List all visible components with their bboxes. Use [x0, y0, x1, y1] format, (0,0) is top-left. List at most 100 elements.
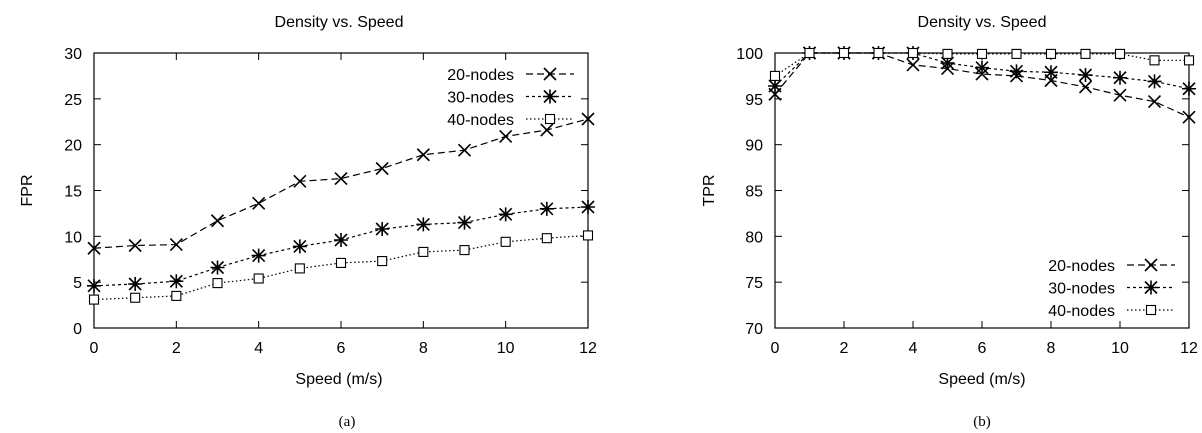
y-tick-label: 95	[745, 92, 763, 109]
x-axis-label: Speed (m/s)	[938, 371, 1025, 388]
series-30-nodes	[87, 200, 595, 293]
data-point	[1182, 81, 1196, 96]
y-tick-label: 20	[64, 138, 82, 155]
data-point	[1147, 95, 1162, 109]
data-point	[907, 47, 919, 59]
legend-label: 30-nodes	[447, 90, 514, 107]
data-point	[1114, 48, 1126, 59]
y-tick-label: 75	[745, 275, 763, 292]
y-tick-label: 10	[64, 229, 82, 246]
legend-label: 30-nodes	[1048, 281, 1115, 298]
x-tick-label: 12	[1180, 340, 1198, 357]
y-tick-label: 80	[745, 229, 763, 246]
legend-marker	[1145, 304, 1157, 316]
data-point	[1149, 55, 1160, 66]
data-point	[130, 292, 141, 303]
data-point	[334, 233, 348, 247]
figure-caption: (a)	[339, 414, 356, 430]
data-point	[1045, 48, 1057, 59]
data-point	[906, 58, 920, 72]
data-point	[335, 257, 347, 268]
data-point	[500, 236, 511, 247]
data-point	[1147, 74, 1162, 89]
data-point	[1044, 65, 1058, 80]
data-point	[1113, 88, 1127, 102]
y-tick-label: 15	[64, 184, 82, 201]
data-point	[128, 238, 142, 253]
chart-a	[87, 52, 595, 329]
data-point	[581, 112, 595, 126]
data-point	[838, 47, 850, 59]
legend-label: 20-nodes	[1048, 258, 1115, 275]
data-point	[210, 260, 225, 275]
legend-marker	[1144, 258, 1158, 272]
data-point	[498, 207, 513, 222]
series-40-nodes	[88, 230, 594, 305]
data-point	[976, 48, 988, 59]
legend	[526, 67, 574, 125]
data-point	[253, 273, 264, 284]
data-point	[1011, 48, 1022, 59]
data-point	[582, 230, 594, 241]
data-point	[87, 241, 101, 255]
data-point	[377, 256, 388, 267]
data-point	[1183, 55, 1195, 66]
x-tick-label: 6	[337, 340, 346, 357]
y-axis-label: FPR	[19, 175, 36, 207]
plot-frame	[774, 52, 1190, 329]
chart-title: Density vs. Speed	[275, 14, 404, 31]
data-point	[768, 79, 782, 93]
data-point	[334, 172, 348, 186]
data-point	[294, 263, 305, 274]
data-point	[975, 60, 989, 75]
data-point	[1078, 68, 1093, 82]
data-point	[1113, 70, 1127, 85]
data-point	[769, 70, 781, 81]
series-40-nodes	[769, 47, 1195, 81]
data-point	[416, 217, 431, 232]
data-point	[499, 129, 513, 143]
x-tick-label: 10	[497, 340, 515, 357]
data-point	[1080, 48, 1091, 59]
y-tick-label: 85	[745, 184, 763, 201]
chart-b	[768, 46, 1196, 329]
data-point	[581, 200, 595, 214]
data-point	[171, 290, 182, 301]
data-point	[459, 245, 470, 256]
legend-label: 40-nodes	[447, 112, 514, 129]
figure-caption: (b)	[973, 414, 991, 430]
data-point	[212, 278, 223, 289]
x-tick-label: 8	[419, 340, 428, 357]
data-point	[252, 196, 266, 210]
legend-label: 40-nodes	[1048, 303, 1115, 320]
chart-title: Density vs. Speed	[918, 14, 1047, 31]
x-tick-label: 12	[579, 340, 597, 357]
legend-marker	[543, 89, 557, 104]
data-point	[128, 277, 143, 291]
x-tick-label: 4	[254, 340, 263, 357]
x-tick-label: 8	[1047, 340, 1056, 357]
data-point	[804, 47, 815, 59]
y-tick-label: 0	[73, 321, 82, 338]
data-point	[416, 148, 430, 162]
data-point	[418, 246, 429, 257]
data-point	[375, 222, 390, 236]
legend-marker	[544, 113, 556, 125]
series-line	[93, 118, 589, 249]
y-tick-label: 100	[736, 46, 763, 63]
data-point	[293, 174, 307, 188]
data-point	[539, 201, 554, 216]
x-tick-label: 6	[978, 340, 987, 357]
data-point	[942, 48, 953, 59]
legend-marker	[1144, 280, 1158, 295]
legend-label: 20-nodes	[447, 67, 514, 84]
data-point	[292, 239, 307, 254]
data-point	[210, 214, 225, 228]
y-tick-label: 70	[745, 321, 763, 338]
x-tick-label: 10	[1111, 340, 1129, 357]
data-point	[251, 248, 266, 263]
legend	[1127, 258, 1175, 316]
x-tick-label: 2	[172, 340, 181, 357]
data-point	[1078, 80, 1093, 94]
